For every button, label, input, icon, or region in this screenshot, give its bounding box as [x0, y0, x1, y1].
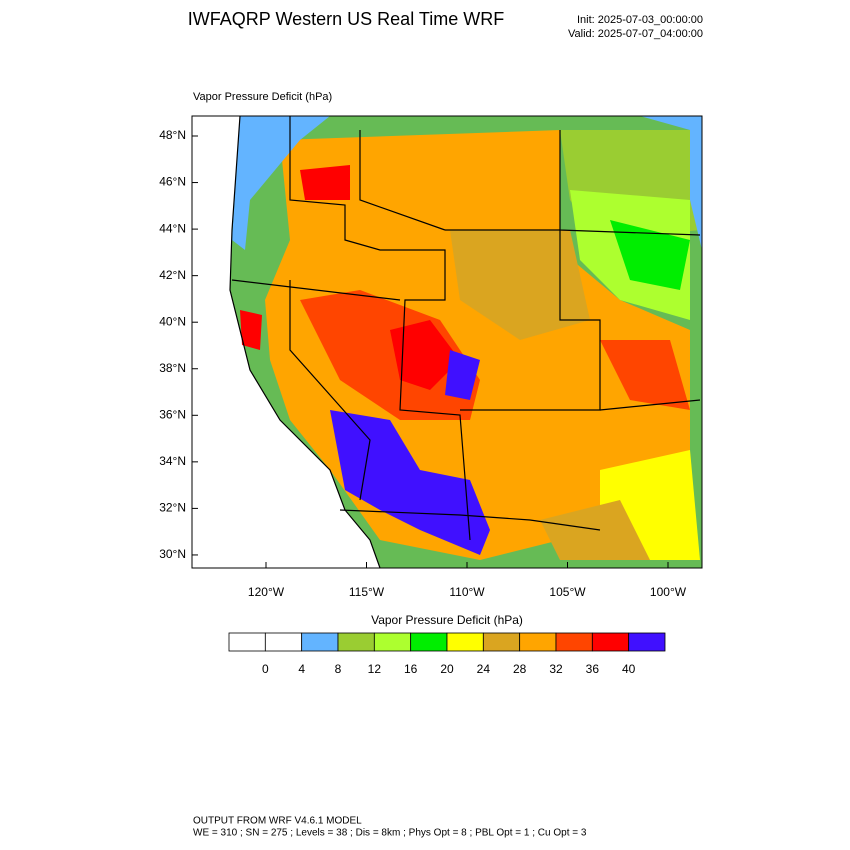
colorbar-label: 16 [404, 662, 418, 676]
colorbar: 0 4 8 12 16 20 24 28 32 36 40 [228, 632, 666, 676]
colorbar-label: 12 [368, 662, 382, 676]
colorbar-label: 28 [513, 662, 527, 676]
lat-label: 46°N [159, 175, 186, 189]
colorbar-label: 40 [622, 662, 636, 676]
footer-line: WE = 310 ; SN = 275 ; Levels = 38 ; Dis … [193, 828, 587, 839]
map-label: Vapor Pressure Deficit (hPa) [193, 91, 332, 103]
colorbar-label: 24 [477, 662, 491, 676]
lat-labels: 48°N 46°N 44°N 42°N 40°N 38°N 36°N 34°N 32°N 30°N [159, 128, 198, 561]
lat-label: 48°N [159, 128, 186, 142]
map [191, 115, 703, 569]
lat-label: 42°N [159, 268, 186, 282]
lon-labels: 120°W 115°W 110°W 105°W 100°W [248, 562, 687, 599]
lon-label: 100°W [650, 585, 687, 599]
lat-label: 30°N [159, 547, 186, 561]
colorbar-box [591, 632, 630, 652]
lat-label: 40°N [159, 314, 186, 328]
colorbar-box [301, 632, 339, 652]
colorbar-label: 20 [440, 662, 454, 676]
lon-label: 110°W [449, 585, 485, 599]
colorbar-box [410, 632, 448, 652]
colorbar-label: 0 [262, 662, 269, 676]
lat-label: 38°N [159, 361, 186, 375]
title: IWFAQRP Western US Real Time WRF [188, 9, 504, 29]
colorbar-label: 4 [298, 662, 305, 676]
colorbar-box [628, 632, 666, 652]
colorbar-title: Vapor Pressure Deficit (hPa) [371, 613, 523, 627]
colorbar-box [482, 632, 521, 652]
valid-time: Valid: 2025-07-07_04:00:00 [568, 28, 703, 40]
colorbar-box [337, 632, 375, 652]
colorbar-box [264, 632, 303, 652]
lon-label: 115°W [349, 585, 385, 599]
lat-label: 44°N [159, 221, 186, 235]
lat-label: 36°N [159, 407, 186, 421]
footer-line: OUTPUT FROM WRF V4.6.1 MODEL [193, 816, 362, 827]
colorbar-box [228, 632, 266, 652]
colorbar-box [519, 632, 557, 652]
init-time: Init: 2025-07-03_00:00:00 [577, 14, 703, 26]
lat-label: 32°N [159, 501, 186, 515]
colorbar-label: 8 [335, 662, 342, 676]
colorbar-label: 36 [586, 662, 600, 676]
lon-label: 105°W [549, 585, 586, 599]
colorbar-box [373, 632, 412, 652]
colorbar-label: 32 [549, 662, 563, 676]
lon-label: 120°W [248, 585, 285, 599]
lat-label: 34°N [159, 454, 186, 468]
colorbar-box [446, 632, 484, 652]
colorbar-box [555, 632, 593, 652]
